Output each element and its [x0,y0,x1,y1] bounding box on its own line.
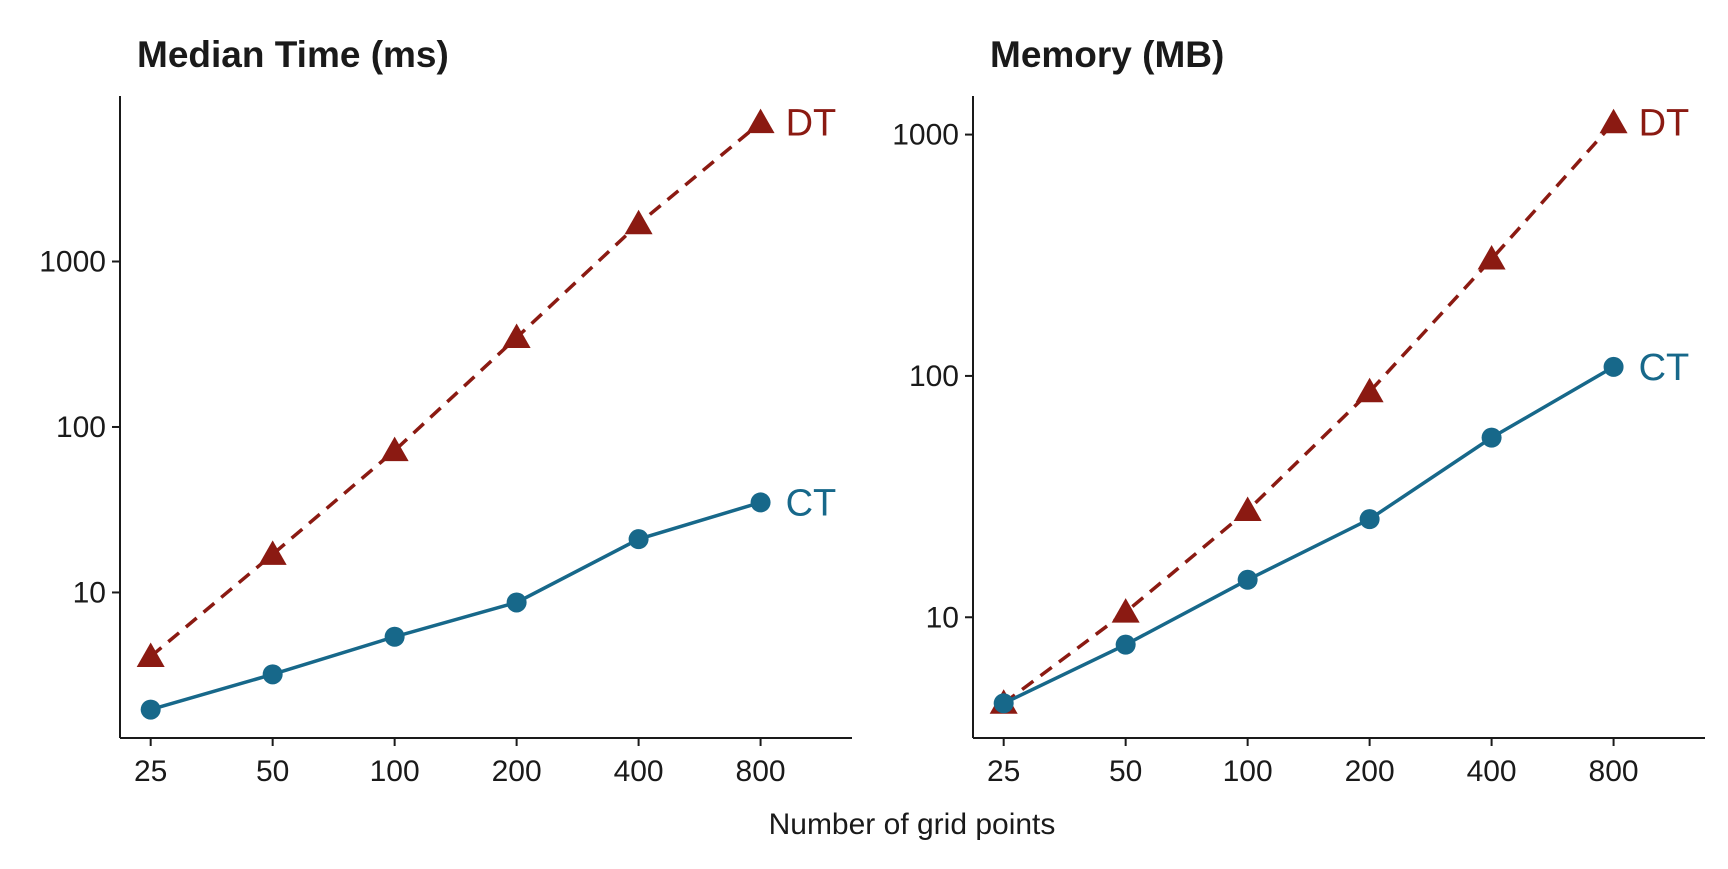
data-point-dt [1111,598,1140,623]
data-point-dt [380,436,409,462]
data-point-dt [746,108,775,134]
x-tick-label: 800 [736,755,786,788]
y-tick-label: 100 [56,411,106,444]
data-point-dt [136,642,165,668]
data-point-ct [1481,427,1502,448]
data-point-ct [1603,356,1624,377]
data-point-ct [628,529,649,550]
data-point-dt [624,209,653,235]
x-tick-label: 200 [1345,755,1395,788]
x-tick-label: 25 [134,755,167,788]
y-tick-label: 10 [926,601,959,634]
data-point-dt [502,323,531,349]
data-point-ct [262,664,283,685]
series-label-dt: DT [1639,103,1690,145]
data-point-ct [506,592,527,613]
data-point-ct [1237,569,1258,590]
x-tick-label: 50 [256,755,289,788]
y-tick-label: 100 [909,360,959,393]
data-point-dt [1477,245,1506,270]
series-label-dt: DT [786,103,837,145]
panel-median-time: Median Time (ms) 25 50 100 200 400 800 10 100 10… [39,34,852,788]
y-tick-label: 10 [73,576,106,609]
x-tick-label: 400 [1467,755,1517,788]
series-line-ct [1002,365,1615,705]
x-tick-label: 200 [492,755,542,788]
series-label-ct: CT [786,482,837,524]
panel-title: Median Time (ms) [137,34,449,75]
series-line-dt [149,121,762,658]
x-axis-label: Number of grid points [769,808,1056,841]
data-point-dt [258,540,287,565]
series-line-ct [150,500,762,712]
data-point-ct [993,693,1014,714]
panel-memory: Memory (MB) 25 50 100 200 400 800 10 100 1000 DT C… [892,34,1705,788]
panel-title: Memory (MB) [990,34,1224,75]
data-point-ct [1359,509,1380,530]
x-tick-label: 800 [1589,755,1639,788]
x-tick-label: 50 [1109,755,1142,788]
x-tick-label: 400 [614,755,664,788]
data-point-dt [1355,377,1384,403]
series-label-ct: CT [1639,347,1690,389]
data-point-ct [1115,634,1136,655]
y-tick-label: 1000 [39,245,106,278]
data-point-ct [750,492,771,513]
x-tick-label: 100 [1223,755,1273,788]
data-point-ct [384,626,405,647]
data-point-ct [140,699,161,720]
x-tick-label: 100 [370,755,420,788]
data-point-dt [1233,496,1262,521]
data-point-dt [1599,108,1628,134]
y-tick-label: 1000 [892,119,959,152]
x-tick-label: 25 [987,755,1020,788]
series-line-dt [1002,121,1615,705]
